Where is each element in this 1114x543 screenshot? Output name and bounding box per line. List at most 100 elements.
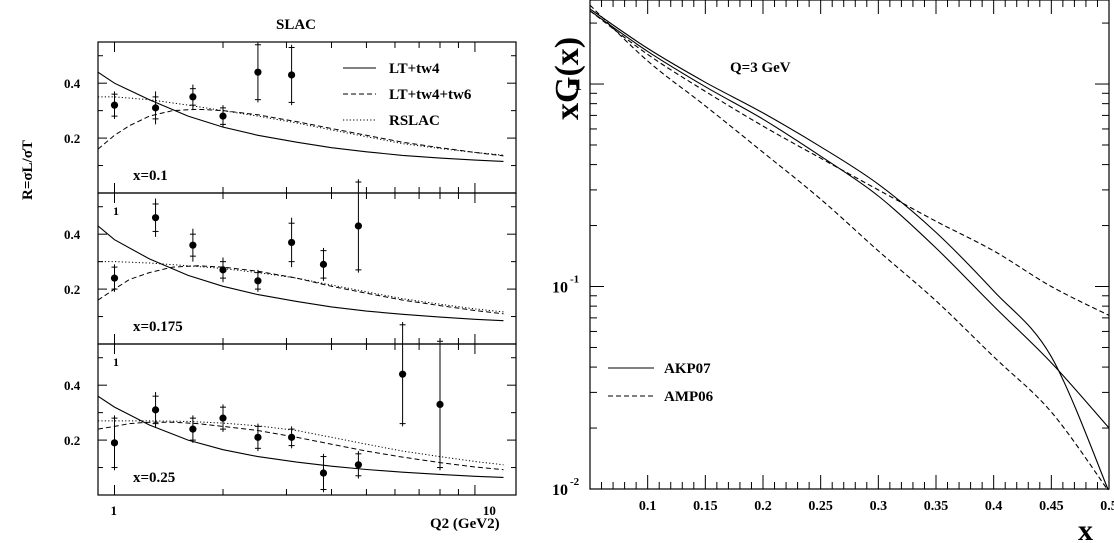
curve-solid — [98, 225, 504, 322]
right-plot-frame — [589, 0, 1110, 490]
marker — [219, 266, 227, 274]
data-point — [319, 453, 328, 493]
curve-solid — [98, 71, 504, 162]
data-point — [189, 84, 197, 110]
x-tick-label: 0.15 — [693, 499, 718, 514]
y-tick-label: 0.4 — [64, 227, 81, 242]
curve-dotted — [98, 261, 504, 313]
x-tick-label: 0.25 — [808, 499, 833, 514]
left-panel-2: 0.2 0.4 x=0.175 1 — [64, 179, 517, 345]
data-point — [189, 415, 197, 443]
legend-label: LT+tw4 — [389, 61, 440, 77]
marker — [254, 277, 262, 285]
legend-label: AKP07 — [664, 361, 711, 377]
data-point — [151, 198, 160, 237]
data-point — [219, 257, 227, 283]
left-chart: SLAC R=σL/σT Q2 (GeV2) 0.2 0.4 x=0.1 0.2 0.4… — [20, 17, 517, 532]
panel-label: x=0.175 — [133, 319, 183, 335]
left-legend: LT+tw4 LT+tw4+tw6 RSLAC — [343, 61, 472, 129]
marker — [189, 93, 197, 101]
data-point — [287, 426, 296, 449]
marker — [219, 112, 227, 120]
marker — [110, 101, 119, 109]
right-chart-ylabel: xG(x) — [549, 37, 586, 120]
marker — [254, 68, 262, 76]
marker — [319, 469, 328, 477]
curve-dashed — [98, 265, 504, 315]
left-chart-xlabel: Q2 (GeV2) — [430, 516, 500, 532]
data-point — [436, 338, 444, 471]
data-point — [151, 392, 160, 428]
y-tick-label: 1 — [574, 77, 582, 94]
data-point — [219, 404, 227, 432]
data-point — [110, 264, 119, 292]
right-legend: AKP07 AMP06 — [608, 361, 714, 405]
panel-corner-label: 1 — [113, 355, 119, 369]
data-point — [287, 217, 296, 268]
marker — [151, 406, 160, 414]
marker — [110, 274, 119, 282]
data-point — [219, 105, 227, 128]
left-panel-1: 0.2 0.4 x=0.1 — [64, 41, 517, 194]
y-tick-label: 0.2 — [64, 282, 80, 297]
x-tick-label: 10 — [483, 503, 496, 518]
data-point — [110, 415, 119, 471]
left-chart-ylabel: R=σL/σT — [20, 140, 36, 200]
marker — [110, 439, 119, 447]
series-akp07-solid — [590, 8, 1109, 490]
y-tick-label: 0.4 — [64, 76, 81, 91]
panel-corner-label: 1 — [113, 204, 119, 218]
marker — [189, 425, 197, 433]
x-tick-label: 0.45 — [1039, 499, 1064, 514]
marker — [319, 260, 328, 268]
left-chart-title: SLAC — [276, 17, 316, 33]
y-tick-label: 10 — [552, 482, 568, 499]
y-tick-exponent: -2 — [570, 476, 580, 488]
panel-label: x=0.1 — [133, 168, 168, 184]
y-tick-label: 0.4 — [64, 378, 81, 393]
marker — [254, 433, 262, 441]
curve-dotted — [98, 420, 504, 466]
panel-frame — [97, 343, 517, 496]
x-tick-label: 0.2 — [754, 499, 772, 514]
data-point — [354, 451, 362, 479]
series-amp06-dashed — [590, 4, 1109, 490]
curve-dotted — [98, 96, 504, 156]
data-point — [354, 179, 362, 273]
y-tick-label: 10 — [552, 280, 568, 297]
series-amp06-dashed — [590, 10, 1110, 316]
y-tick-exponent: -1 — [570, 274, 579, 286]
marker — [287, 433, 296, 441]
legend-label: LT+tw4+tw6 — [389, 87, 472, 103]
series-akp07-solid — [590, 10, 1110, 429]
panel-curves — [98, 71, 504, 162]
data-point — [254, 269, 262, 292]
panel-label: x=0.25 — [133, 470, 175, 486]
data-point — [399, 322, 407, 427]
data-point — [110, 91, 119, 119]
marker — [151, 214, 160, 222]
x-tick-label: 0.3 — [870, 499, 888, 514]
data-point — [151, 91, 160, 125]
marker — [219, 414, 227, 422]
data-point — [189, 228, 197, 262]
data-point — [254, 42, 262, 103]
x-tick-label: 1 — [110, 503, 117, 518]
panel-curves — [98, 225, 504, 322]
legend-label: RSLAC — [389, 113, 440, 129]
y-tick-label: 0.2 — [64, 131, 80, 146]
left-panels: 0.2 0.4 x=0.1 0.2 0.4 x=0.175 1 0.2 0.4 x=0.25 1 1 1… — [64, 41, 517, 518]
marker — [354, 222, 362, 230]
left-panel-3: 0.2 0.4 x=0.25 1 — [64, 322, 517, 496]
marker — [287, 71, 296, 79]
right-chart-annotation: Q=3 GeV — [730, 60, 791, 76]
y-tick-label: 0.2 — [64, 433, 80, 448]
legend-label: AMP06 — [664, 389, 714, 405]
x-tick-label: 0.4 — [985, 499, 1003, 514]
data-point — [319, 247, 328, 281]
right-axes: 0.10.150.20.250.30.350.40.450.5110-110-2 — [552, 0, 1114, 514]
x-tick-label: 0.35 — [924, 499, 949, 514]
curve-solid — [98, 395, 504, 478]
x-tick-label: 0.1 — [639, 499, 657, 514]
